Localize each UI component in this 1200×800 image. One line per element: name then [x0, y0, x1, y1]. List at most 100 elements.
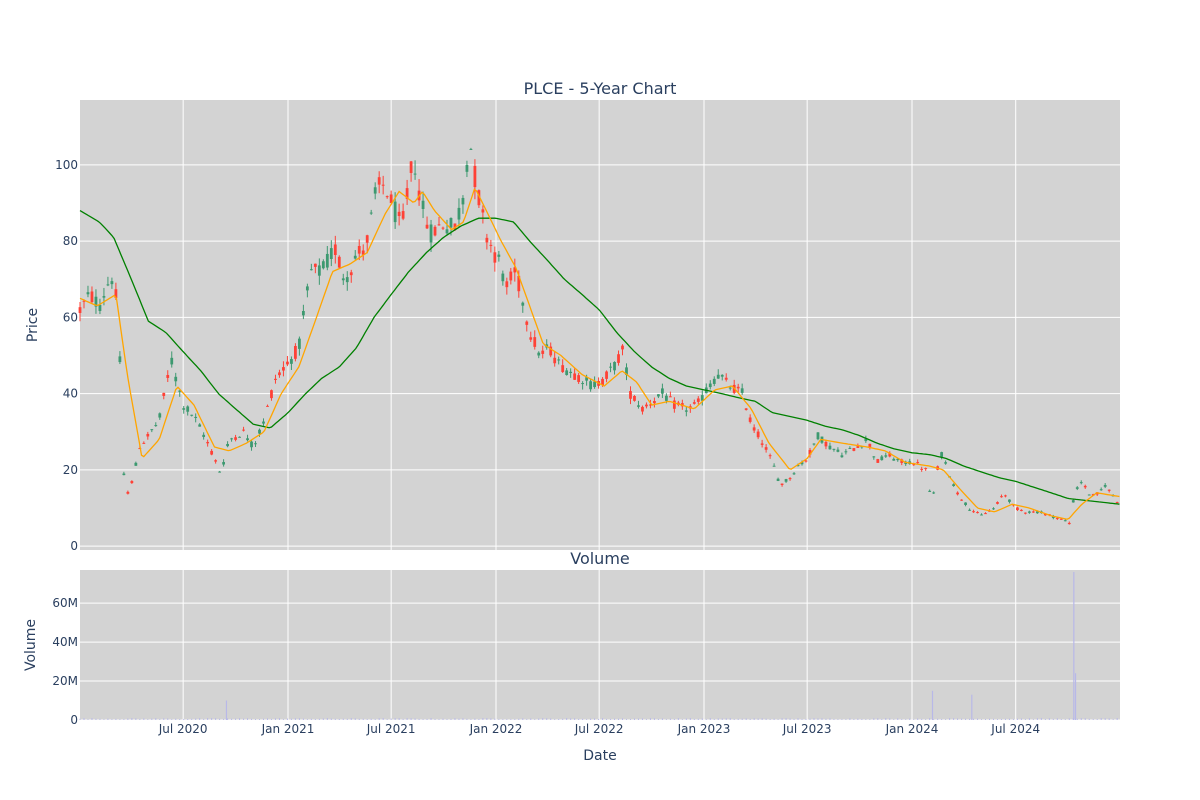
candle-body: [477, 190, 481, 206]
candle-body: [461, 197, 465, 205]
price-gridlines: [80, 100, 1120, 550]
candle-body: [258, 429, 261, 434]
candle-body: [158, 413, 162, 418]
candle-body: [1115, 502, 1119, 504]
candle-body: [397, 211, 401, 217]
candle-body: [920, 468, 924, 470]
price-tick-label: 40: [63, 387, 78, 401]
candle-body: [876, 459, 880, 463]
volume-tick-label: 60M: [52, 596, 78, 610]
candle-body: [932, 492, 936, 494]
date-axis-title: Date: [583, 748, 616, 764]
volume-plot-area[interactable]: [80, 570, 1120, 720]
candle-body: [102, 296, 106, 298]
candle-body: [657, 394, 660, 397]
candle-body: [537, 352, 541, 356]
candle-body: [294, 346, 297, 359]
candle-body: [1000, 496, 1003, 498]
candle-body: [653, 401, 656, 404]
candle-body: [389, 194, 393, 204]
candle-body: [764, 447, 768, 450]
candle-body: [788, 478, 792, 480]
candle-body: [928, 490, 932, 492]
candle-body: [601, 378, 604, 386]
candle-body: [1063, 520, 1067, 522]
price-plot-area[interactable]: [80, 100, 1120, 550]
candle-body: [565, 370, 569, 375]
candle-body: [1067, 522, 1071, 525]
candle-body: [1016, 507, 1019, 511]
candle-body: [1051, 516, 1055, 518]
candle-body: [94, 296, 98, 307]
volume-bars: [79, 571, 1118, 720]
price-y-ticks: 0 20 40 60 80 100: [55, 158, 78, 553]
candle-body: [664, 395, 668, 401]
candle-body: [509, 271, 513, 281]
candle-body: [242, 429, 245, 431]
volume-tick-label: 20M: [52, 674, 78, 688]
date-x-ticks: Jul 2020 Jan 2021 Jul 2021 Jan 2022 Jul 2022…: [158, 722, 1040, 736]
candle-body: [760, 443, 764, 445]
candle-body: [581, 383, 585, 385]
candle-body: [473, 165, 477, 188]
candle-body: [800, 462, 804, 465]
candle-body: [401, 211, 405, 219]
candle-body: [393, 201, 397, 223]
candle-body: [828, 445, 832, 450]
candle-body: [633, 396, 636, 401]
candle-body: [1107, 489, 1111, 491]
candle-body: [214, 460, 218, 462]
candle-body: [457, 207, 461, 220]
candle-body: [672, 400, 676, 409]
candle-body: [485, 237, 489, 243]
candle-body: [437, 224, 441, 226]
candle-body: [286, 361, 289, 365]
candle-body: [122, 473, 126, 476]
candle-body: [649, 404, 652, 406]
candle-body: [521, 302, 525, 306]
candle-body: [222, 462, 226, 465]
candle-body: [409, 161, 413, 173]
candle-body: [968, 509, 971, 511]
candle-body: [549, 346, 553, 356]
candle-body: [333, 244, 337, 255]
candle-body: [190, 414, 194, 416]
candle-body: [154, 425, 158, 427]
candle-body: [1075, 487, 1079, 489]
candle-body: [860, 446, 864, 448]
candle-body: [505, 281, 509, 288]
candle-body: [449, 217, 453, 228]
candle-body: [976, 512, 979, 514]
candle-body: [609, 366, 612, 368]
candle-body: [278, 372, 281, 376]
candle-body: [1071, 500, 1075, 503]
candle-body: [425, 224, 429, 229]
candle-body: [481, 209, 485, 213]
candle-body: [848, 447, 852, 449]
candle-body: [852, 448, 856, 451]
candle-body: [309, 269, 313, 271]
candle-body: [844, 451, 848, 453]
candle-body: [533, 337, 537, 347]
candle-body: [86, 292, 90, 295]
candle-body: [321, 261, 325, 269]
candle-body: [1087, 494, 1091, 496]
candle-body: [553, 357, 557, 364]
candle-body: [98, 304, 102, 311]
candle-body: [453, 223, 457, 230]
candle-body: [812, 443, 816, 445]
candle-body: [150, 429, 154, 431]
price-tick-label: 0: [70, 539, 78, 553]
candle-body: [1024, 512, 1027, 514]
date-tick-label: Jul 2022: [574, 722, 624, 736]
candle-body: [541, 350, 545, 354]
candle-body: [641, 406, 644, 412]
candle-body: [577, 375, 581, 382]
candle-body: [82, 300, 86, 302]
candle-body: [724, 377, 728, 380]
candle-body: [864, 438, 868, 442]
candle-body: [1020, 509, 1023, 511]
candle-body: [736, 386, 740, 389]
date-tick-label: Jul 2020: [158, 722, 208, 736]
candle-body: [1079, 482, 1083, 484]
